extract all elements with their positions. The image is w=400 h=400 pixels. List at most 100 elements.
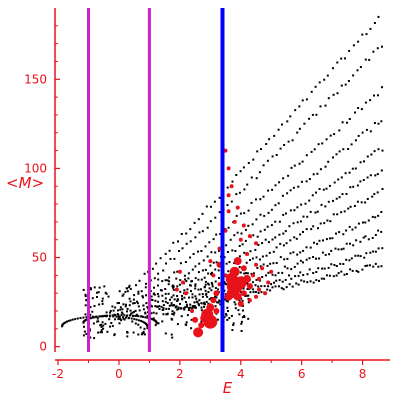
data-point xyxy=(381,247,384,250)
data-point xyxy=(119,308,122,311)
data-point xyxy=(312,256,315,258)
data-point xyxy=(328,184,331,187)
data-point xyxy=(215,296,218,299)
data-point xyxy=(128,304,131,307)
data-point xyxy=(197,303,200,305)
data-point xyxy=(290,277,293,280)
data-point xyxy=(170,333,173,336)
data-point xyxy=(364,58,367,61)
data-point xyxy=(131,314,134,317)
data-point xyxy=(207,272,210,275)
data-point xyxy=(194,265,197,268)
data-point xyxy=(297,185,300,188)
data-point xyxy=(137,292,140,295)
data-point xyxy=(161,280,164,283)
data-point xyxy=(135,318,138,321)
data-point xyxy=(206,295,209,298)
data-point xyxy=(191,293,194,296)
data-point xyxy=(259,258,261,261)
data-point xyxy=(282,213,285,216)
data-point xyxy=(336,92,339,95)
data-point xyxy=(323,78,326,81)
data-point xyxy=(204,268,207,271)
data-point xyxy=(295,237,298,240)
data-point xyxy=(102,315,104,318)
data-point xyxy=(332,213,335,216)
data-point xyxy=(164,252,167,255)
data-point xyxy=(299,271,302,274)
data-point xyxy=(247,317,250,320)
data-point xyxy=(306,281,309,284)
data-point xyxy=(167,292,170,295)
data-point xyxy=(260,291,263,294)
highlight-point xyxy=(254,294,258,299)
data-point xyxy=(154,305,157,308)
data-point xyxy=(347,207,350,210)
data-point xyxy=(250,201,253,204)
data-point xyxy=(131,311,134,314)
data-point xyxy=(145,302,148,305)
data-point xyxy=(362,236,365,239)
data-point xyxy=(146,327,149,330)
data-point xyxy=(137,319,140,322)
data-point xyxy=(206,255,209,258)
data-point xyxy=(101,302,104,305)
data-point xyxy=(354,226,357,229)
data-point xyxy=(350,143,353,146)
data-point xyxy=(345,273,348,275)
data-point xyxy=(130,317,133,320)
data-point xyxy=(214,305,217,308)
highlight-point xyxy=(232,219,237,224)
highlight-point xyxy=(213,290,220,297)
data-point xyxy=(373,122,376,124)
data-point xyxy=(359,255,362,258)
data-point xyxy=(255,278,258,281)
data-point xyxy=(332,156,334,159)
data-point xyxy=(157,284,159,287)
data-point xyxy=(356,200,359,203)
data-point xyxy=(151,305,153,308)
data-point xyxy=(377,265,380,268)
highlight-point xyxy=(184,291,188,296)
data-point xyxy=(377,247,380,250)
data-point xyxy=(238,299,241,302)
data-point xyxy=(274,184,277,187)
data-point xyxy=(323,222,326,225)
data-point xyxy=(366,176,369,179)
data-point xyxy=(114,314,117,317)
data-point xyxy=(137,305,140,308)
data-point xyxy=(154,299,157,302)
data-point xyxy=(173,257,176,260)
data-point xyxy=(312,272,315,274)
data-point xyxy=(271,188,274,191)
data-point xyxy=(234,250,237,252)
data-point xyxy=(200,288,202,291)
data-point xyxy=(99,331,102,334)
data-point xyxy=(312,281,315,284)
data-point xyxy=(107,295,110,298)
data-point xyxy=(261,255,264,258)
data-point xyxy=(363,256,366,259)
data-point xyxy=(373,193,376,195)
data-point xyxy=(348,118,351,120)
data-point xyxy=(354,167,357,170)
x-tick-label: 8 xyxy=(359,367,367,381)
data-point xyxy=(74,318,77,321)
data-point xyxy=(126,330,129,333)
data-point xyxy=(151,267,154,270)
data-point xyxy=(126,307,129,310)
data-point xyxy=(380,169,383,172)
data-point xyxy=(285,212,287,215)
data-point xyxy=(259,213,262,216)
data-point xyxy=(198,262,201,265)
data-point xyxy=(97,331,100,334)
data-point xyxy=(204,289,207,292)
data-point xyxy=(208,287,211,290)
data-point xyxy=(291,285,294,288)
data-point xyxy=(142,304,145,307)
data-point xyxy=(361,268,364,271)
data-point xyxy=(266,225,269,228)
data-point xyxy=(318,279,320,282)
data-point xyxy=(129,314,132,317)
data-point xyxy=(194,277,197,280)
